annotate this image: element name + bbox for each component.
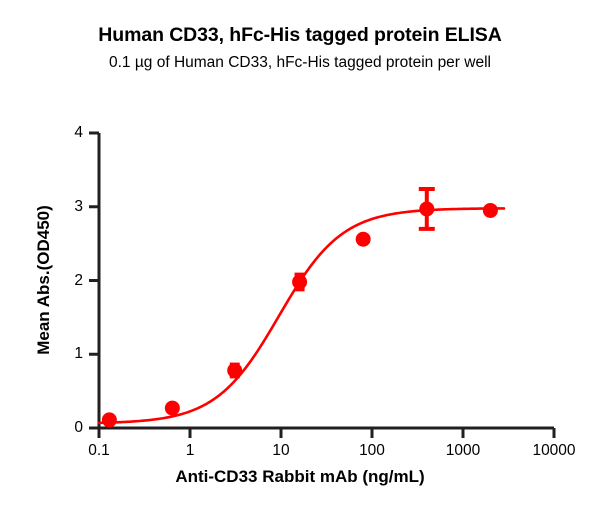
y-tick-label: 3 [74,197,83,215]
y-tick-label: 1 [74,345,83,363]
y-tick-label: 4 [74,124,83,141]
x-tick-label: 1000 [445,442,481,459]
data-point [419,201,435,217]
data-points [101,201,498,428]
x-tick-label: 100 [359,442,385,459]
y-axis-ticks [89,131,99,430]
axes [97,133,554,430]
y-axis-title: Mean Abs.(OD450) [34,205,53,355]
x-tick-label: 0.1 [88,442,110,459]
data-point [482,202,498,218]
chart-title: Human CD33, hFc-His tagged protein ELISA [98,24,502,46]
x-axis-ticks [97,428,556,438]
chart-subtitle: 0.1 µg of Human CD33, hFc-His tagged pro… [109,54,491,71]
x-tick-label: 10000 [532,442,576,459]
data-point [355,231,371,247]
data-point [227,362,243,378]
fit-curve [97,207,506,425]
data-point [292,274,308,290]
data-point [164,400,180,416]
x-axis-title: Anti-CD33 Rabbit mAb (ng/mL) [175,467,425,486]
x-tick-label: 10 [272,442,290,459]
x-tick-label: 1 [185,442,195,459]
data-point [101,412,117,428]
y-tick-label: 0 [74,419,83,436]
y-tick-label: 2 [74,271,83,289]
